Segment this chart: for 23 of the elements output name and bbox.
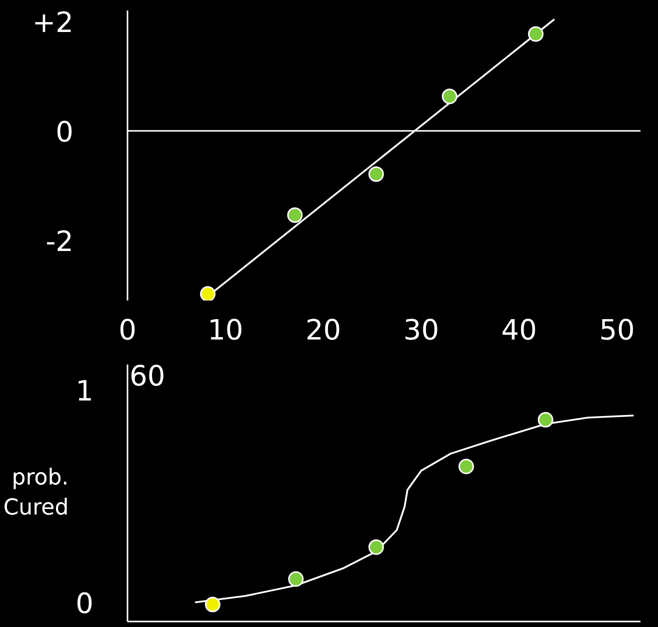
point <box>458 458 474 474</box>
x-tick-label: 0 <box>118 314 136 346</box>
point <box>368 539 384 555</box>
annotation: 60 <box>130 360 166 392</box>
y-axis-title: prob. Cured <box>3 466 69 520</box>
x-tick-label: 30 <box>403 314 440 346</box>
point <box>287 207 303 223</box>
point <box>368 166 384 182</box>
x-tick-label: 40 <box>501 314 537 346</box>
point <box>528 26 544 42</box>
x-tick-label: 10 <box>208 314 244 346</box>
point <box>288 571 304 587</box>
point <box>538 412 554 428</box>
y-tick-label: 0 <box>56 115 74 148</box>
x-tick-label: 20 <box>305 314 342 346</box>
y-tick-label: 0 <box>76 586 94 620</box>
y-tick-label: -2 <box>46 224 74 258</box>
point <box>200 286 216 300</box>
y-tick-label: 1 <box>76 374 94 408</box>
x-tick-label: 50 <box>599 314 635 346</box>
point <box>204 596 220 612</box>
point <box>442 88 458 104</box>
y-tick-label: +2 <box>32 6 74 39</box>
